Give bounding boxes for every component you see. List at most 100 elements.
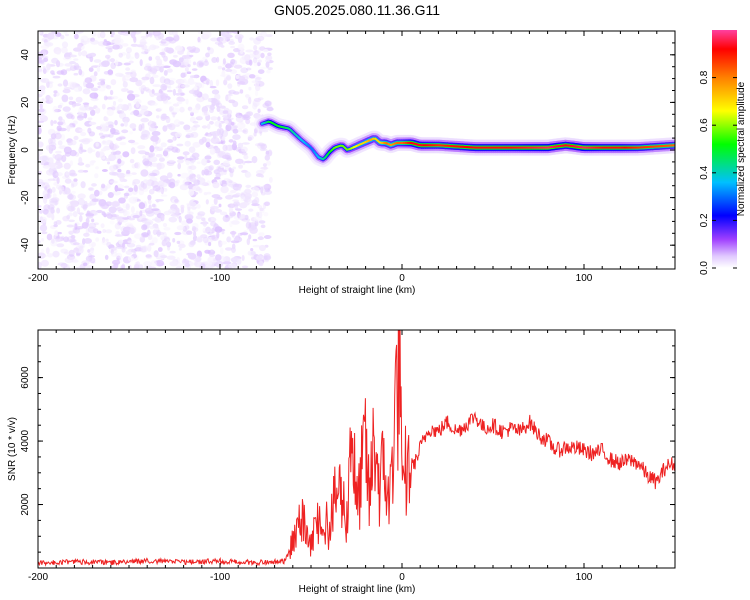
spectrogram-axes-frame [37, 30, 676, 270]
noise-speckle [222, 144, 230, 152]
noise-speckle [95, 166, 99, 170]
noise-speckle [84, 265, 94, 269]
noise-speckle [257, 236, 264, 241]
noise-speckle [228, 89, 237, 95]
noise-speckle [235, 75, 240, 79]
noise-speckle [267, 52, 272, 56]
noise-speckle [216, 56, 220, 63]
noise-speckle [222, 113, 231, 119]
noise-speckle [147, 234, 153, 241]
noise-speckle [110, 249, 114, 255]
noise-speckle [133, 184, 138, 192]
noise-speckle [264, 59, 270, 63]
noise-speckle [173, 119, 181, 127]
noise-speckle [201, 136, 207, 143]
noise-speckle [42, 66, 46, 70]
noise-speckle [47, 193, 50, 199]
noise-speckle [196, 174, 201, 179]
noise-speckle [153, 250, 159, 258]
noise-speckle [235, 111, 239, 117]
noise-speckle [64, 63, 73, 67]
noise-speckle [192, 107, 199, 114]
noise-speckle [160, 113, 167, 121]
noise-speckle [64, 52, 72, 60]
noise-speckle [72, 81, 78, 88]
noise-speckle [140, 169, 149, 177]
noise-speckle [76, 114, 84, 121]
noise-speckle [157, 262, 165, 266]
noise-speckle [85, 82, 95, 89]
snr-axes-frame [37, 329, 676, 569]
noise-speckle [189, 109, 194, 114]
noise-speckle [223, 79, 228, 86]
noise-speckle [117, 158, 122, 164]
noise-speckle [62, 79, 69, 87]
noise-speckle [57, 140, 63, 146]
noise-speckle [221, 70, 226, 77]
noise-speckle [252, 244, 261, 248]
noise-speckle [172, 136, 176, 142]
noise-speckle [192, 235, 198, 242]
noise-speckle [126, 51, 131, 60]
noise-speckle [39, 155, 48, 162]
noise-speckle [130, 31, 136, 39]
noise-speckle [147, 266, 157, 269]
x-tick-label: 100 [576, 572, 593, 583]
noise-speckle [44, 186, 48, 191]
noise-speckle [89, 52, 97, 58]
noise-speckle [263, 201, 269, 206]
noise-speckle [68, 212, 73, 217]
noise-speckle [230, 203, 236, 208]
noise-speckle [253, 97, 262, 102]
noise-speckle [172, 103, 180, 107]
noise-speckle [224, 120, 229, 124]
spectrogram-y-label: Frequency (Hz) [7, 116, 18, 185]
noise-speckle [225, 247, 233, 251]
noise-speckle [87, 117, 93, 120]
noise-speckle [105, 46, 115, 50]
noise-speckle [252, 50, 259, 55]
noise-speckle [252, 238, 258, 242]
noise-speckle [103, 39, 107, 43]
noise-speckle [139, 59, 143, 67]
noise-speckle [103, 95, 108, 101]
noise-speckle [122, 75, 126, 83]
noise-speckle [130, 71, 137, 78]
noise-speckle [241, 218, 251, 222]
noise-speckle [140, 133, 149, 140]
spectrogram-noise-region [38, 31, 275, 269]
noise-speckle [211, 227, 215, 234]
noise-speckle [214, 209, 223, 213]
noise-speckle [192, 141, 201, 148]
noise-speckle [87, 37, 92, 43]
noise-speckle [149, 76, 155, 85]
noise-speckle [207, 231, 213, 235]
noise-speckle [245, 221, 252, 229]
noise-speckle [78, 51, 82, 57]
noise-speckle [161, 51, 166, 58]
noise-speckle [142, 155, 147, 160]
noise-speckle [263, 49, 269, 53]
noise-speckle [68, 256, 77, 263]
noise-speckle [239, 89, 244, 94]
noise-speckle [183, 124, 191, 131]
noise-speckle [117, 103, 124, 109]
noise-speckle [39, 60, 45, 64]
noise-speckle [217, 150, 226, 158]
noise-speckle [258, 232, 265, 237]
noise-speckle [185, 134, 191, 139]
noise-speckle [112, 164, 119, 170]
noise-speckle [94, 189, 100, 197]
noise-speckle [150, 135, 159, 142]
noise-speckle [186, 46, 193, 50]
noise-speckle [246, 67, 252, 71]
noise-speckle [143, 160, 153, 167]
noise-speckle [117, 98, 123, 103]
noise-speckle [245, 94, 250, 98]
noise-speckle [185, 160, 190, 166]
noise-speckle [56, 177, 60, 184]
noise-speckle [40, 160, 49, 166]
noise-speckle [259, 66, 268, 70]
noise-speckle [197, 115, 203, 120]
x-tick-label: 0 [399, 273, 405, 284]
